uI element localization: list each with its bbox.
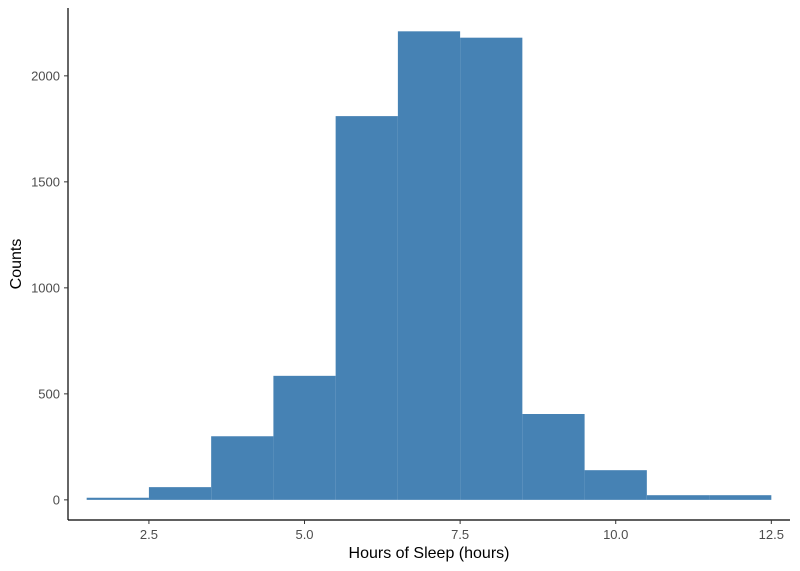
y-tick-label: 500 xyxy=(38,386,60,401)
y-axis-title: Counts xyxy=(8,239,25,290)
histogram-bar xyxy=(646,495,710,500)
x-tick-label: 2.5 xyxy=(140,527,158,542)
x-ticks-group: 2.5 5.0 7.5 10.0 12.5 xyxy=(140,520,784,542)
y-tick-label: 1000 xyxy=(31,280,60,295)
x-tick-label: 5.0 xyxy=(295,527,313,542)
histogram-bar xyxy=(709,495,772,500)
histogram-bar xyxy=(335,116,398,500)
histogram-bar xyxy=(273,375,336,500)
histogram-bar xyxy=(86,497,149,500)
y-tick-label: 1500 xyxy=(31,174,60,189)
x-tick-label: 10.0 xyxy=(603,527,628,542)
histogram-bar xyxy=(397,31,461,500)
x-tick-label: 12.5 xyxy=(759,527,784,542)
bars-group xyxy=(86,31,772,500)
x-axis-title: Hours of Sleep (hours) xyxy=(349,545,510,562)
histogram-bar xyxy=(522,414,585,500)
histogram-bar xyxy=(584,470,647,500)
histogram-bar xyxy=(460,37,523,500)
x-tick-label: 7.5 xyxy=(451,527,469,542)
y-tick-label: 0 xyxy=(53,492,60,507)
y-ticks-group: 0 500 1000 1500 2000 xyxy=(31,68,68,507)
histogram-bar xyxy=(148,487,212,500)
histogram-bar xyxy=(211,436,274,500)
y-tick-label: 2000 xyxy=(31,68,60,83)
